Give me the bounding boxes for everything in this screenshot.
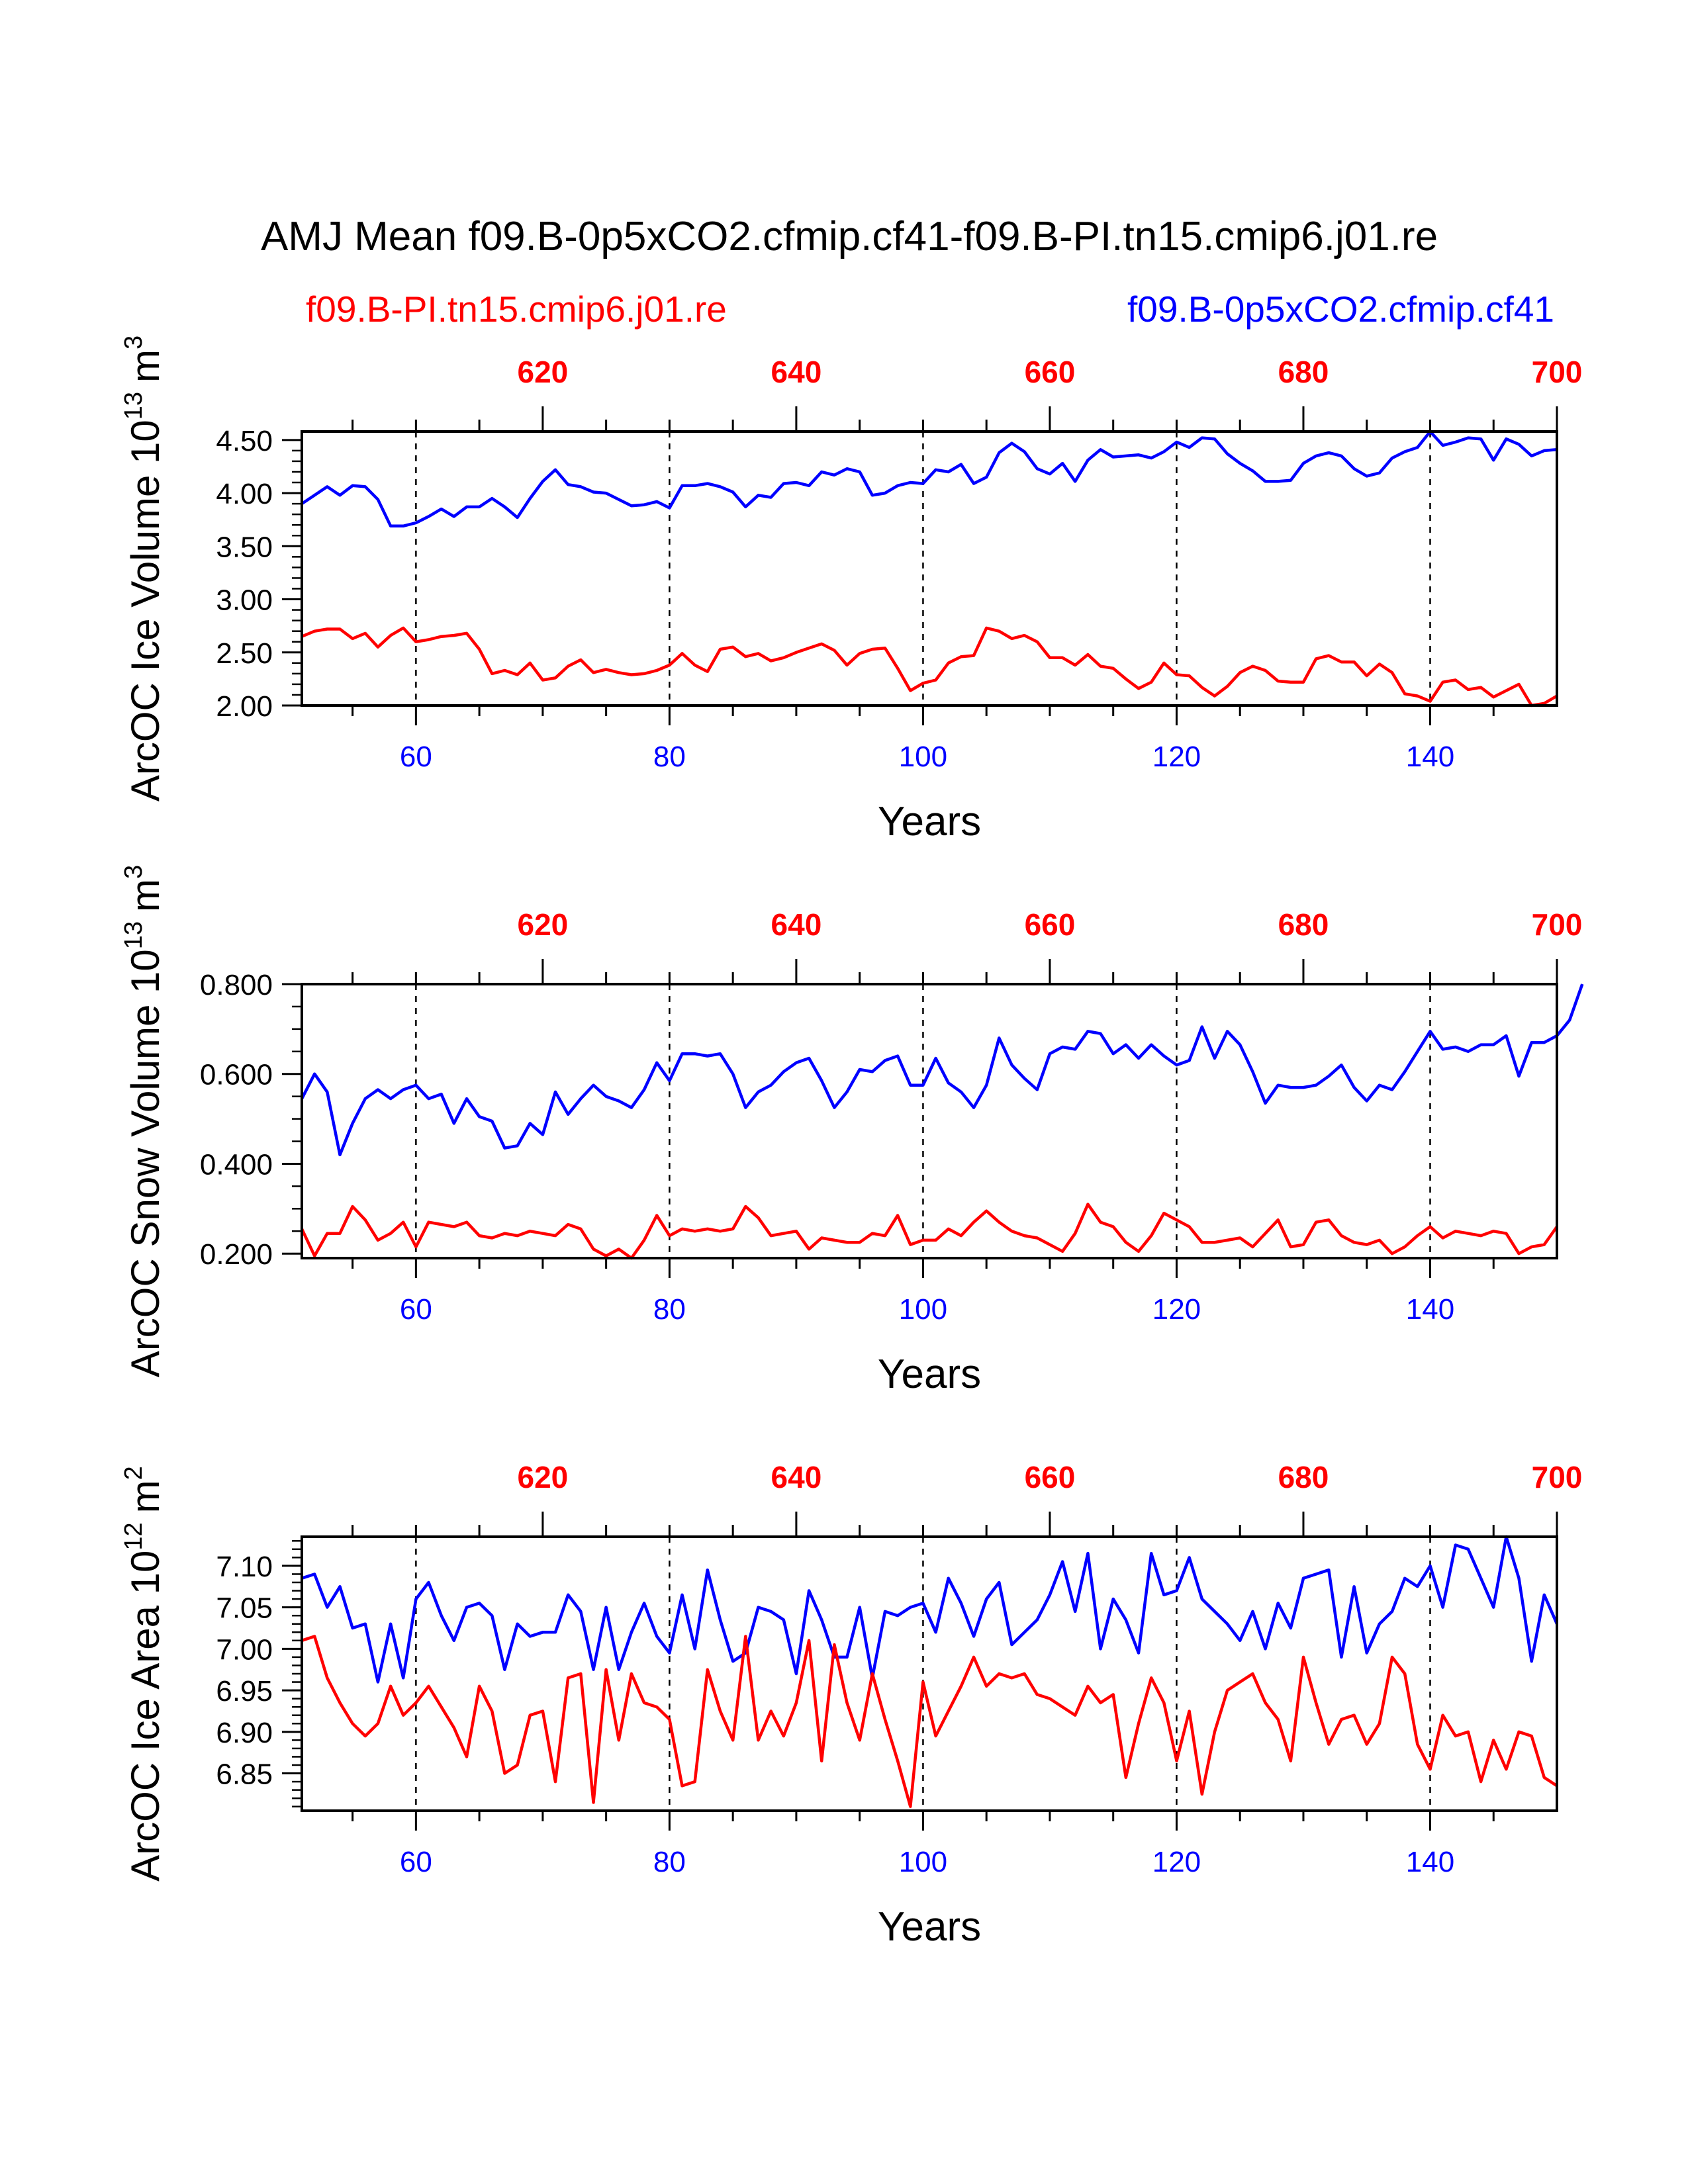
y-axis-title-main: ArcOC Ice Area 10 (123, 1551, 167, 1882)
y-tick-label: 4.50 (216, 425, 273, 457)
plot-frame (301, 430, 1558, 707)
x-bottom-tick-label: 140 (1406, 1293, 1454, 1326)
y-tick-label: 7.10 (216, 1551, 273, 1583)
y-axis-title-unit-exp: 2 (120, 1466, 148, 1480)
y-tick-label: 6.95 (216, 1675, 273, 1707)
y-axis-title-main: ArcOC Ice Volume 10 (123, 420, 167, 801)
x-top-tick-label: 660 (1025, 1460, 1076, 1494)
x-top-tick-label: 700 (1532, 1460, 1583, 1494)
y-tick-label: 3.00 (216, 584, 273, 617)
x-bottom-tick-label: 120 (1152, 1846, 1201, 1878)
legend-label-blue: f09.B-0p5xCO2.cfmip.cf41 (1127, 289, 1554, 330)
x-top-tick-label: 660 (1025, 907, 1076, 942)
y-tick-label: 2.00 (216, 690, 273, 723)
x-bottom-tick-label: 80 (653, 741, 686, 773)
x-bottom-tick-label: 100 (899, 1846, 947, 1878)
series-line-blue (301, 1535, 1559, 1684)
panels: 2.00 2.50 3.00 3.50 4.00 4.50 60 80 100 120 140 620… (120, 336, 1584, 1950)
y-tick-label: 0.600 (200, 1059, 273, 1091)
x-top-tick-label: 620 (518, 907, 569, 942)
x-bottom-tick-label: 140 (1406, 1846, 1454, 1878)
x-bottom-tick-label: 60 (400, 1293, 432, 1326)
x-bottom-tick-label: 120 (1152, 1293, 1201, 1326)
x-bottom-tick-label: 60 (400, 741, 432, 773)
x-bottom-tick-label: 80 (653, 1293, 686, 1326)
y-axis-title-unit: m (123, 879, 167, 912)
series-line-blue (301, 430, 1558, 528)
y-tick-label: 0.400 (200, 1148, 273, 1181)
x-bottom-tick-label: 80 (653, 1846, 686, 1878)
x-axis-title: Years (878, 799, 981, 844)
x-top-tick-label: 680 (1278, 1460, 1329, 1494)
y-tick-label: 2.50 (216, 637, 273, 670)
y-axis-title: ArcOC Ice Area 1012 m2 (120, 1466, 167, 1882)
x-bottom-tick-label: 100 (899, 741, 947, 773)
plot-frame (301, 983, 1558, 1259)
x-bottom-tick-label: 100 (899, 1293, 947, 1326)
x-bottom-tick-label: 140 (1406, 741, 1454, 773)
series-line-red (301, 626, 1558, 707)
x-top-tick-label: 640 (771, 355, 822, 389)
x-top-tick-label: 620 (518, 1460, 569, 1494)
y-axis-title-exp: 12 (120, 1522, 148, 1550)
y-axis-title: ArcOC Snow Volume 1013 m3 (120, 865, 167, 1377)
y-axis-title-exp: 13 (120, 392, 148, 420)
series-line-blue (300, 983, 1584, 1157)
x-top-tick-label: 640 (771, 907, 822, 942)
y-axis-title: ArcOC Ice Volume 1013 m3 (120, 336, 167, 801)
y-tick-label: 6.90 (216, 1717, 273, 1749)
y-axis-title-unit: m (123, 1480, 167, 1513)
x-top-tick-label: 680 (1278, 907, 1329, 942)
y-tick-label: 7.00 (216, 1633, 273, 1666)
y-tick-label: 0.200 (200, 1238, 273, 1271)
y-tick-label: 6.85 (216, 1758, 273, 1791)
y-axis-title-unit-exp: 3 (120, 336, 148, 349)
series-line-red (300, 1203, 1558, 1260)
y-tick-label: 7.05 (216, 1592, 273, 1625)
x-top-tick-label: 700 (1532, 907, 1583, 942)
x-top-tick-label: 640 (771, 1460, 822, 1494)
y-axis-title-main: ArcOC Snow Volume 10 (123, 949, 167, 1377)
y-axis-title-exp: 13 (120, 921, 148, 949)
legend-label-red: f09.B-PI.tn15.cmip6.j01.re (306, 289, 727, 330)
x-top-tick-label: 620 (518, 355, 569, 389)
plot-frame (301, 1535, 1558, 1812)
x-top-tick-label: 660 (1025, 355, 1076, 389)
x-axis-title: Years (878, 1351, 981, 1397)
panel-1: 2.00 2.50 3.00 3.50 4.00 4.50 60 80 100 120 140 620… (120, 336, 1582, 844)
x-axis-title: Years (878, 1904, 981, 1950)
series-line-red (301, 1635, 1558, 1808)
x-bottom-tick-label: 60 (400, 1846, 432, 1878)
panel-3: 6.85 6.90 6.95 7.00 7.05 7.10 60 80 100 120 140 620… (120, 1460, 1582, 1950)
x-bottom-tick-label: 120 (1152, 741, 1201, 773)
figure-title: AMJ Mean f09.B-0p5xCO2.cfmip.cf41-f09.B-… (261, 214, 1438, 259)
y-tick-label: 4.00 (216, 478, 273, 510)
y-tick-label: 3.50 (216, 531, 273, 563)
x-top-tick-label: 680 (1278, 355, 1329, 389)
y-axis-title-unit-exp: 3 (120, 865, 148, 879)
y-tick-label: 0.800 (200, 969, 273, 1001)
x-top-tick-label: 700 (1532, 355, 1583, 389)
y-axis-title-unit: m (123, 349, 167, 383)
panel-2: 0.200 0.400 0.600 0.800 60 80 100 120 140 620 640 6… (120, 865, 1584, 1397)
